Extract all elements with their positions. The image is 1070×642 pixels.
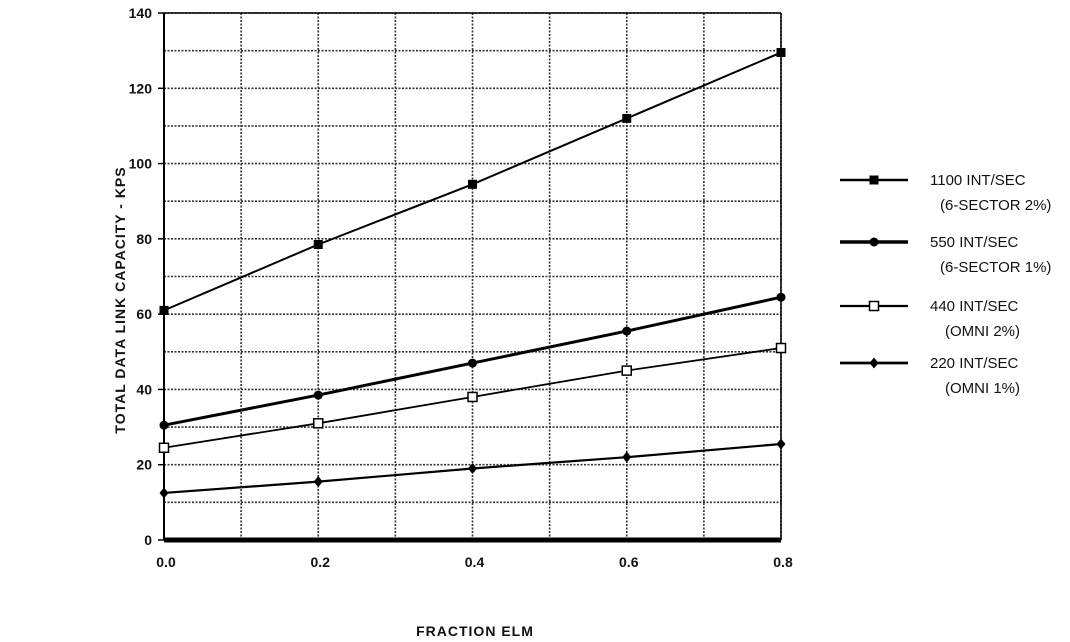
data-point	[776, 438, 786, 450]
data-point	[468, 462, 477, 474]
data-point	[869, 175, 879, 185]
y-tick-label: 60	[136, 306, 152, 322]
series-1	[159, 48, 786, 315]
y-tick-label: 20	[136, 457, 152, 473]
data-point	[468, 358, 477, 368]
y-tick-label: 0	[144, 532, 152, 548]
data-point	[621, 365, 632, 376]
y-tick-label: 80	[136, 231, 152, 247]
grid	[164, 12, 782, 540]
legend-item-4: 220 INT/SEC (OMNI 1%)	[840, 355, 1020, 397]
legend-label: 1100 INT/SEC	[930, 172, 1026, 189]
data-point	[868, 300, 880, 312]
legend-label: 550 INT/SEC	[930, 234, 1019, 251]
data-point	[159, 305, 169, 315]
x-tick-label: 0.0	[156, 554, 176, 570]
data-point	[869, 357, 879, 369]
data-point	[468, 179, 477, 189]
data-point	[622, 113, 632, 123]
data-point	[622, 326, 632, 336]
data-point	[313, 418, 324, 429]
y-tick-label: 140	[129, 5, 153, 21]
legend-note: (OMNI 2%)	[945, 323, 1020, 340]
legend-note: (6-SECTOR 1%)	[940, 259, 1051, 276]
legend-item-1: 1100 INT/SEC (6-SECTOR 2%)	[840, 172, 1051, 214]
x-tick-label: 0.8	[773, 554, 793, 570]
data-point	[313, 390, 323, 400]
legend-note: (OMNI 1%)	[945, 380, 1020, 397]
data-point	[313, 476, 323, 488]
data-point	[869, 237, 879, 247]
series-3	[158, 342, 787, 454]
data-point	[775, 342, 787, 354]
data-point	[313, 240, 323, 250]
series-group	[158, 48, 787, 499]
legend-label: 440 INT/SEC	[930, 298, 1019, 315]
legend-item-3: 440 INT/SEC (OMNI 2%)	[840, 298, 1020, 340]
legend-note: (6-SECTOR 2%)	[940, 197, 1051, 214]
y-axis-title: TOTAL DATA LINK CAPACITY - KPS	[112, 166, 128, 433]
series-4	[159, 438, 786, 499]
x-tick-label: 0.4	[465, 554, 485, 570]
x-axis-title: FRACTION ELM	[416, 623, 534, 639]
legend: 1100 INT/SEC (6-SECTOR 2%) 550 INT/SEC (6-S…	[840, 172, 1051, 397]
series-2	[159, 292, 786, 430]
legend-item-2: 550 INT/SEC (6-SECTOR 1%)	[840, 234, 1051, 276]
data-point	[776, 292, 786, 302]
legend-label: 220 INT/SEC	[930, 355, 1019, 372]
y-tick-label: 40	[136, 381, 152, 397]
data-point	[158, 442, 170, 454]
data-point	[159, 487, 169, 499]
y-tick-label: 120	[129, 80, 153, 96]
data-point	[159, 420, 169, 430]
data-point	[467, 391, 478, 403]
x-tick-label: 0.6	[619, 554, 639, 570]
x-tick-label: 0.2	[311, 554, 331, 570]
data-point	[622, 451, 632, 463]
y-tick-label: 100	[129, 156, 153, 172]
data-point	[776, 48, 786, 58]
